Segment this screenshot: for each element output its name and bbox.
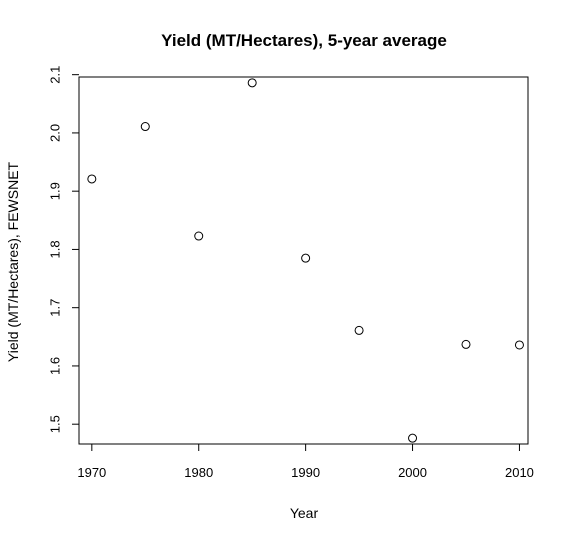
data-point <box>301 253 311 263</box>
y-axis: 1.5 1.6 1.7 1.8 1.9 2.0 2.1 <box>48 66 79 433</box>
data-points <box>87 78 524 443</box>
x-axis-label: Year <box>290 505 319 521</box>
y-axis-label: Yield (MT/Hectares), FEWSNET <box>5 161 21 362</box>
data-point <box>408 433 418 443</box>
y-tick-label: 2.1 <box>48 66 63 84</box>
data-point <box>194 231 204 241</box>
data-point <box>461 339 471 349</box>
y-tick-label: 1.7 <box>48 299 63 317</box>
y-tick-label: 1.6 <box>48 357 63 375</box>
y-tick-label: 2.0 <box>48 124 63 142</box>
y-tick-label: 1.5 <box>48 415 63 433</box>
data-point <box>140 122 150 132</box>
data-point <box>247 78 257 88</box>
x-tick-label: 2010 <box>505 465 534 480</box>
x-tick-label: 1980 <box>184 465 213 480</box>
y-tick-label: 1.9 <box>48 182 63 200</box>
x-tick-label: 2000 <box>398 465 427 480</box>
y-tick-label: 1.8 <box>48 240 63 258</box>
plot-frame <box>78 76 529 445</box>
x-axis: 1970 1980 1990 2000 2010 <box>77 444 534 480</box>
x-tick-label: 1970 <box>77 465 106 480</box>
data-point <box>87 174 97 184</box>
data-point <box>354 325 364 335</box>
x-tick-label: 1990 <box>291 465 320 480</box>
data-point <box>514 340 524 350</box>
chart-title: Yield (MT/Hectares), 5-year average <box>161 31 447 50</box>
